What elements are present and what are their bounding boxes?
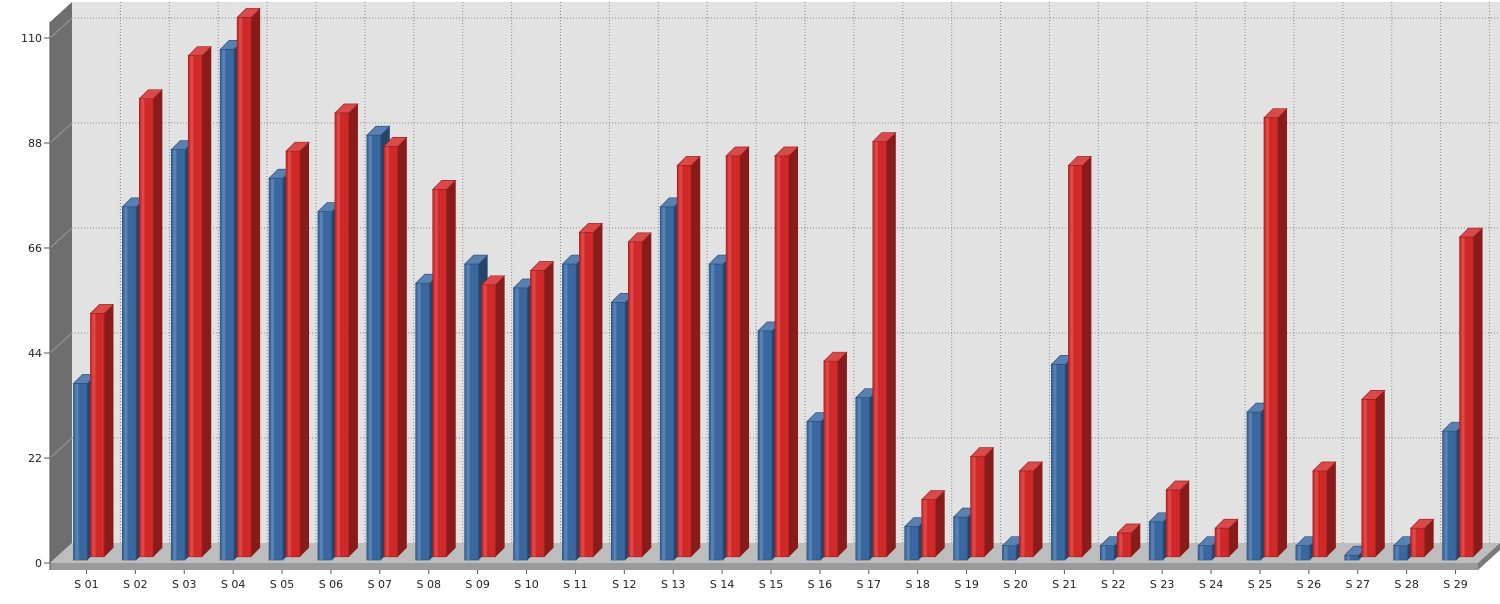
y-axis: 0 22 44 66 88 110 — [21, 22, 51, 570]
x-tick-label: S 07 — [368, 578, 392, 591]
bar-s2-s24 — [1214, 518, 1239, 558]
bar-s2-s01 — [89, 304, 115, 558]
x-tick-label: S 11 — [563, 578, 587, 591]
bar-s2-s05 — [285, 141, 310, 558]
x-tick-label: S 06 — [319, 578, 343, 591]
x-tick-label: S 23 — [1150, 578, 1174, 591]
bar-s2-s07 — [383, 137, 408, 558]
bar-s2-s15 — [774, 146, 799, 558]
bar-s2-s12 — [627, 232, 653, 558]
y-tick-label: 22 — [28, 452, 42, 465]
x-tick-label: S 24 — [1199, 578, 1223, 591]
bar-s2-s10 — [529, 261, 555, 558]
bar-s2-s18 — [920, 490, 946, 558]
x-tick-label: S 08 — [416, 578, 440, 591]
left-wall — [50, 2, 72, 563]
x-tick-label: S 22 — [1101, 578, 1125, 591]
floor-edge — [50, 563, 1478, 570]
x-tick-label: S 20 — [1003, 578, 1027, 591]
bar-s2-s17 — [872, 132, 897, 558]
grid-line-side — [49, 122, 73, 144]
x-tick-label: S 15 — [759, 578, 783, 591]
bar-s2-s03 — [187, 46, 212, 558]
x-axis: S 01 S 02 S 03 S 04 S 05 S 06 S 07 S 08 S 09 S 10… — [74, 570, 1468, 591]
grid-line-side — [49, 437, 73, 459]
bar-s2-s20 — [1018, 461, 1044, 558]
x-tick-label: S 05 — [270, 578, 294, 591]
y-tick-label: 44 — [28, 347, 42, 360]
bar-s2-s28 — [1409, 518, 1435, 558]
floor-edge-side — [1478, 543, 1500, 570]
y-tick-label: 88 — [28, 137, 42, 150]
bar-s2-s21 — [1067, 156, 1093, 558]
bar-s2-s02 — [138, 89, 164, 558]
x-tick-label: S 03 — [172, 578, 196, 591]
bar-s2-s06 — [334, 103, 359, 558]
x-tick-label: S 27 — [1346, 578, 1370, 591]
bar-s2-s08 — [431, 180, 457, 558]
y-tick-label: 66 — [28, 242, 42, 255]
bar-s2-s26 — [1312, 461, 1337, 558]
bar-s2-s27 — [1361, 389, 1386, 558]
x-tick-label: S 14 — [710, 578, 734, 591]
x-tick-label: S 04 — [221, 578, 245, 591]
grid-line-side — [49, 227, 73, 249]
x-tick-label: S 09 — [465, 578, 489, 591]
bar-s2-s22 — [1116, 523, 1142, 558]
grid-line-side — [49, 17, 73, 39]
x-tick-label: S 18 — [905, 578, 929, 591]
bar-s2-s29 — [1458, 227, 1484, 558]
bar-s2-s04 — [236, 8, 261, 558]
grid-lines — [49, 2, 1500, 543]
x-tick-label: S 28 — [1394, 578, 1418, 591]
y-tick-label: 110 — [21, 32, 42, 45]
bar-s2-s09 — [480, 275, 506, 558]
x-tick-label: S 02 — [123, 578, 147, 591]
bar-s2-s25 — [1263, 108, 1288, 558]
y-tick-label: 0 — [35, 557, 42, 570]
grid-line-side — [49, 332, 73, 354]
bar-s2-s23 — [1165, 480, 1190, 558]
bar-s2-s19 — [969, 447, 995, 558]
x-tick-label: S 19 — [954, 578, 978, 591]
bars — [72, 8, 1484, 561]
bar-s2-s11 — [578, 222, 604, 558]
x-tick-label: S 21 — [1052, 578, 1076, 591]
bar-s2-s13 — [676, 156, 701, 558]
bar-s1-s14 — [708, 254, 733, 561]
x-tick-label: S 16 — [808, 578, 832, 591]
bar-s2-s14 — [725, 146, 750, 558]
x-tick-label: S 29 — [1443, 578, 1467, 591]
x-tick-label: S 12 — [612, 578, 636, 591]
x-tick-label: S 26 — [1297, 578, 1321, 591]
x-tick-label: S 17 — [857, 578, 881, 591]
x-tick-label: S 10 — [514, 578, 538, 591]
x-tick-label: S 01 — [74, 578, 98, 591]
x-tick-label: S 25 — [1248, 578, 1272, 591]
x-tick-label: S 13 — [661, 578, 685, 591]
bar-s2-s16 — [823, 351, 848, 558]
